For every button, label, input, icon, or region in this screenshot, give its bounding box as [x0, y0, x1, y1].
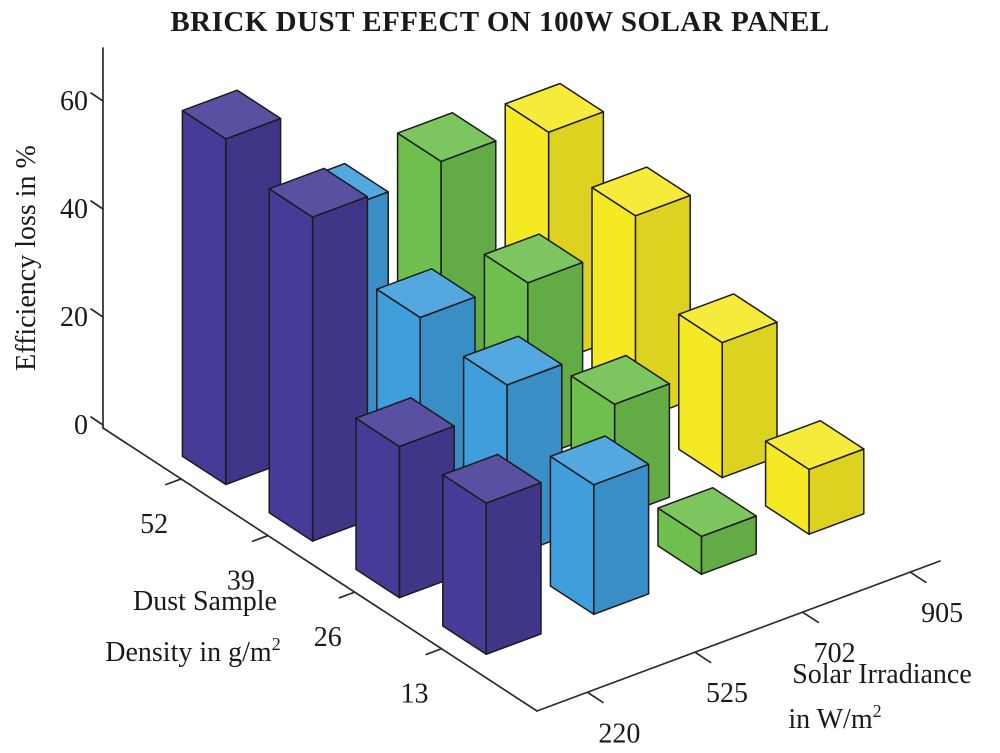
irradiance-tick [801, 611, 820, 624]
z-tick [90, 416, 104, 426]
bar-dust26-irr220-top-face [355, 397, 455, 448]
bar-dust52-irr220-top-face [181, 89, 282, 140]
bar-dust13-irr220-front-face [442, 474, 487, 656]
dust-tick [425, 647, 443, 656]
irradiance-tick-label: 525 [706, 678, 748, 709]
irradiance-axis-superscript: 2 [872, 701, 882, 721]
bar-dust26-irr702-top-face [570, 354, 671, 405]
dust-tick-label: 39 [227, 566, 255, 597]
chart-title: BRICK DUST EFFECT ON 100W SOLAR PANEL [170, 6, 830, 38]
z-tick-label: 40 [60, 194, 88, 225]
z-tick [90, 308, 104, 318]
dust-axis-label-line1: Dust Sample [133, 586, 277, 617]
irradiance-tick-label: 905 [921, 598, 963, 629]
irradiance-tick [586, 691, 604, 704]
bar-dust52-irr220-front-face [181, 109, 227, 486]
dust-tick-label: 52 [140, 509, 168, 540]
bar-dust13-irr702-top-face [657, 486, 757, 538]
dust-tick [251, 534, 269, 543]
bar-dust39-irr220-top-face [268, 167, 369, 218]
bar-dust52-irr702-top-face [396, 111, 497, 163]
bar-dust13-irr525-right-face [593, 463, 650, 616]
bar-dust39-irr525-top-face [376, 268, 476, 319]
z-tick-label: 0 [74, 410, 88, 441]
z-tick [90, 200, 104, 210]
bar-dust39-irr220-front-face [268, 188, 314, 542]
dust-axis-label-line2: Density in g/m2 [105, 634, 281, 668]
z-axis-label: Efficiency loss in % [11, 145, 42, 371]
irradiance-tick [694, 651, 712, 664]
irradiance-tick-label: 220 [598, 718, 640, 749]
bar-dust13-irr220-top-face [442, 453, 542, 504]
dust-axis-superscript: 2 [271, 634, 281, 654]
dust-tick-label: 26 [314, 622, 342, 653]
dust-tick [164, 478, 182, 486]
bar-dust26-irr220-front-face [355, 417, 401, 599]
irradiance-tick-label: 702 [814, 638, 856, 669]
bar-dust26-irr525-top-face [462, 335, 563, 386]
bar-dust26-irr905-top-face [678, 293, 778, 344]
dust-tick [338, 591, 356, 599]
dust-axis-line [102, 427, 538, 712]
z-tick [90, 92, 104, 102]
z-tick-label: 20 [60, 302, 88, 333]
z-tick-label: 60 [60, 86, 88, 117]
bar-dust13-irr220-right-face [485, 481, 542, 656]
bar-dust52-irr905-top-face [504, 82, 605, 133]
bar-dust13-irr905-top-face [764, 419, 865, 471]
dust-tick-label: 13 [401, 679, 429, 710]
bar-dust39-irr702-top-face [483, 233, 584, 284]
irradiance-axis-label-line1: Solar Irradiance [792, 659, 972, 690]
irradiance-axis-label-line2: in W/m2 [788, 701, 882, 735]
bar-dust13-irr525-top-face [549, 435, 650, 486]
bar-dust39-irr905-top-face [591, 166, 691, 217]
irradiance-axis-line [536, 560, 941, 712]
irradiance-tick [909, 571, 927, 584]
